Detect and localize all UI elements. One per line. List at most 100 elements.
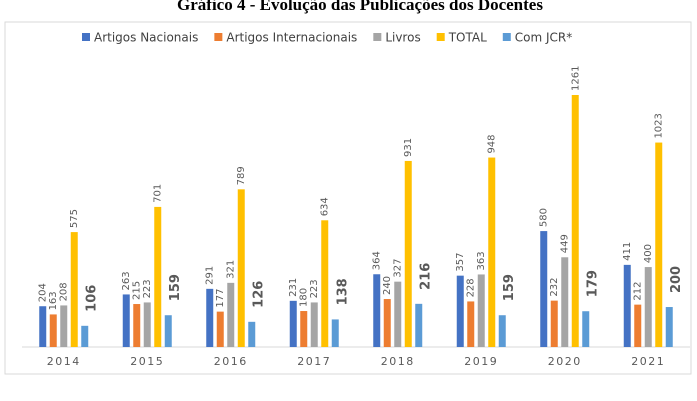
data-label: 180 <box>299 288 310 307</box>
bar <box>394 281 402 347</box>
data-label: 223 <box>309 279 320 298</box>
bar <box>310 302 318 347</box>
bar <box>561 257 569 347</box>
data-label: 1023 <box>654 113 665 138</box>
data-label: 357 <box>455 253 466 272</box>
bar <box>623 264 631 347</box>
legend-swatch <box>373 33 382 41</box>
data-label: 212 <box>633 282 644 301</box>
data-label: 208 <box>59 282 70 301</box>
legend-label: Artigos Internacionais <box>226 31 357 45</box>
x-tick-label: 2020 <box>548 355 582 368</box>
x-tick-label: 2014 <box>47 355 81 368</box>
bar <box>248 321 256 347</box>
bar <box>81 325 89 347</box>
x-tick-label: 2021 <box>631 355 665 368</box>
data-label: 215 <box>132 281 143 300</box>
data-label: 138 <box>335 278 350 305</box>
bar <box>634 304 642 347</box>
legend-label: Com JCR* <box>515 31 572 45</box>
bar <box>227 282 235 347</box>
legend-label: Artigos Nacionais <box>94 31 198 45</box>
bar <box>289 300 297 347</box>
data-label: 364 <box>372 251 383 270</box>
data-label: 159 <box>168 274 183 301</box>
bar <box>49 314 57 347</box>
bar <box>39 306 47 347</box>
data-label: 789 <box>236 166 247 185</box>
data-label: 106 <box>85 285 100 312</box>
data-label: 228 <box>466 278 477 297</box>
bar <box>216 311 224 347</box>
data-label: 231 <box>288 278 299 297</box>
x-tick-label: 2015 <box>130 355 164 368</box>
data-label: 159 <box>502 274 517 301</box>
legend-swatch <box>82 33 90 41</box>
data-label: 200 <box>669 266 684 293</box>
data-label: 449 <box>560 234 571 253</box>
bar <box>655 142 663 347</box>
legend-swatch <box>214 33 223 41</box>
data-label: 240 <box>382 276 393 295</box>
legend-swatch <box>436 33 445 41</box>
bar <box>60 305 68 347</box>
bar <box>237 189 245 347</box>
x-tick-label: 2018 <box>381 355 415 368</box>
bar <box>154 206 162 347</box>
bar <box>164 315 172 347</box>
data-label: 400 <box>643 244 654 263</box>
bar <box>122 294 130 347</box>
legend-swatch <box>502 33 511 41</box>
bar <box>70 232 78 347</box>
bar <box>665 307 673 347</box>
bar <box>383 299 391 347</box>
data-label: 163 <box>48 291 59 310</box>
bar <box>331 319 339 347</box>
data-label: 634 <box>320 197 331 216</box>
x-tick-label: 2016 <box>214 355 248 368</box>
bar <box>540 231 548 347</box>
data-label: 411 <box>622 242 633 261</box>
data-label: 580 <box>539 208 550 227</box>
legend-label: TOTAL <box>448 31 487 45</box>
bar <box>300 311 308 347</box>
legend-label: Livros <box>385 31 420 45</box>
x-tick-label: 2019 <box>464 355 498 368</box>
bar <box>644 267 652 347</box>
data-label: 1261 <box>570 66 581 91</box>
bar <box>133 304 141 347</box>
bar <box>488 157 496 347</box>
data-label: 948 <box>487 134 498 153</box>
bar <box>415 303 423 347</box>
data-label: 216 <box>419 263 434 290</box>
bar <box>477 274 485 347</box>
data-label: 701 <box>153 184 164 203</box>
data-label: 291 <box>205 266 216 285</box>
x-tick-label: 2017 <box>297 355 331 368</box>
data-label: 575 <box>69 209 80 228</box>
data-label: 126 <box>252 281 267 308</box>
data-label: 327 <box>393 259 404 278</box>
chart-title: Gráfico 4 - Evolução das Publicações dos… <box>177 0 543 14</box>
bar <box>206 288 214 347</box>
data-label: 232 <box>549 278 560 297</box>
bar <box>321 220 329 347</box>
bar <box>498 315 506 347</box>
data-label: 263 <box>121 271 132 290</box>
data-label: 223 <box>142 279 153 298</box>
data-label: 204 <box>38 283 49 302</box>
data-label: 931 <box>403 138 414 157</box>
bar <box>143 302 151 347</box>
data-label: 363 <box>476 251 487 270</box>
bar <box>404 160 412 347</box>
bar <box>550 300 558 347</box>
bar <box>571 95 579 347</box>
data-label: 179 <box>586 270 601 297</box>
data-label: 177 <box>215 289 226 308</box>
bar <box>582 311 590 347</box>
bar <box>467 301 475 347</box>
data-label: 321 <box>226 260 237 279</box>
bar <box>373 274 381 347</box>
bar <box>456 275 464 347</box>
